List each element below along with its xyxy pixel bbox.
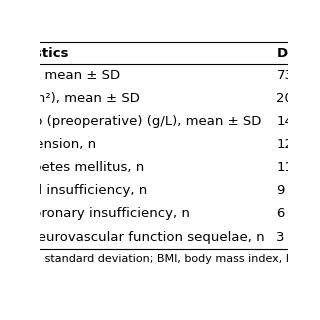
Text: 6: 6 [276, 207, 285, 220]
Text: 73.4±: 73.4± [276, 69, 317, 82]
Text: 141.2: 141.2 [276, 115, 314, 128]
Text: 9: 9 [276, 184, 285, 197]
Text: 20.8: 20.8 [276, 92, 306, 105]
Text: SD, standard deviation; BMI, body mass index, Hb, he: SD, standard deviation; BMI, body mass i… [22, 254, 320, 264]
Text: 11: 11 [276, 161, 293, 174]
Text: 3: 3 [276, 230, 285, 244]
Text: Neurovascular function sequelae, n: Neurovascular function sequelae, n [28, 230, 265, 244]
Text: Renal insufficiency, n: Renal insufficiency, n [5, 184, 148, 197]
Text: 12: 12 [276, 138, 293, 151]
Text: BMI (kg/m²), mean ± SD: BMI (kg/m²), mean ± SD [0, 92, 140, 105]
Text: Hb (preoperative) (g/L), mean ± SD: Hb (preoperative) (g/L), mean ± SD [25, 115, 262, 128]
Text: Characteristics: Characteristics [0, 46, 69, 60]
Text: Age (years), mean ± SD: Age (years), mean ± SD [0, 69, 120, 82]
Text: Coronary insufficiency, n: Coronary insufficiency, n [25, 207, 190, 220]
Text: Hypertension, n: Hypertension, n [0, 138, 96, 151]
Text: Descriptive: Descriptive [276, 46, 320, 60]
Text: Diabetes mellitus, n: Diabetes mellitus, n [11, 161, 145, 174]
